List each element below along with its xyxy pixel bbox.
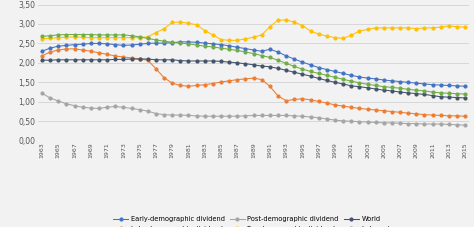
Pre-demographic dividend [226, 39, 232, 42]
Late-demographic dividend [462, 115, 468, 118]
Indonesia [300, 68, 305, 71]
Post-demographic dividend [413, 122, 419, 125]
World [316, 77, 321, 80]
Post-demographic dividend [462, 124, 468, 126]
Pre-demographic dividend [381, 27, 387, 29]
Line: Early-demographic dividend: Early-demographic dividend [41, 40, 466, 88]
Pre-demographic dividend [308, 30, 313, 32]
Indonesia [64, 33, 69, 36]
World [161, 58, 167, 61]
Pre-demographic dividend [275, 19, 281, 22]
Late-demographic dividend [292, 98, 297, 101]
Indonesia [292, 65, 297, 68]
World [300, 73, 305, 76]
Early-demographic dividend [316, 66, 321, 69]
World [462, 96, 468, 99]
Pre-demographic dividend [324, 35, 330, 37]
World [292, 71, 297, 74]
Late-demographic dividend [64, 47, 69, 50]
Late-demographic dividend [316, 100, 321, 103]
Early-demographic dividend [39, 50, 45, 53]
Indonesia [462, 93, 468, 95]
Legend: Early-demographic dividend, Late-demographic dividend, Post-demographic dividend: Early-demographic dividend, Late-demogra… [112, 215, 395, 227]
Late-demographic dividend [39, 54, 45, 57]
Late-demographic dividend [300, 97, 305, 100]
Early-demographic dividend [300, 61, 305, 64]
Early-demographic dividend [177, 41, 183, 43]
World [422, 93, 428, 96]
Pre-demographic dividend [39, 37, 45, 40]
Line: Pre-demographic dividend: Pre-demographic dividend [41, 19, 466, 42]
Indonesia [316, 72, 321, 75]
Early-demographic dividend [292, 58, 297, 60]
World [373, 88, 379, 90]
Late-demographic dividend [161, 76, 167, 79]
World [128, 58, 134, 60]
Post-demographic dividend [39, 92, 45, 95]
Early-demographic dividend [462, 85, 468, 88]
Pre-demographic dividend [153, 31, 159, 34]
Late-demographic dividend [373, 109, 379, 111]
Pre-demographic dividend [462, 26, 468, 28]
Late-demographic dividend [422, 113, 428, 116]
Indonesia [39, 35, 45, 38]
Line: Indonesia: Indonesia [41, 33, 466, 95]
Early-demographic dividend [422, 83, 428, 85]
Line: Post-demographic dividend: Post-demographic dividend [41, 92, 466, 127]
Indonesia [373, 84, 379, 87]
Indonesia [161, 40, 167, 42]
World [39, 59, 45, 62]
Line: World: World [41, 58, 466, 99]
Early-demographic dividend [373, 77, 379, 80]
Post-demographic dividend [153, 112, 159, 115]
Indonesia [422, 90, 428, 92]
Pre-demographic dividend [300, 24, 305, 27]
Early-demographic dividend [153, 42, 159, 44]
Post-demographic dividend [365, 121, 370, 123]
Pre-demographic dividend [332, 36, 338, 39]
Line: Late-demographic dividend: Late-demographic dividend [41, 47, 466, 118]
Post-demographic dividend [292, 114, 297, 117]
Post-demographic dividend [308, 116, 313, 118]
Post-demographic dividend [283, 114, 289, 117]
